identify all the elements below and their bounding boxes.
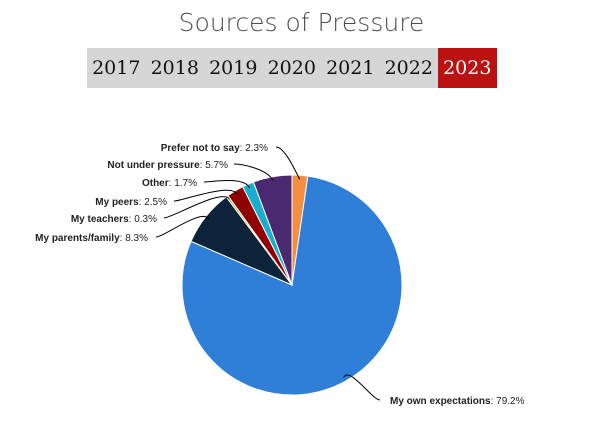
data-label-prefer-not-to-say: Prefer not to say: 2.3%: [161, 143, 268, 154]
pie-slice-not-under-pressure[interactable]: [252, 174, 293, 286]
year-tab-2019[interactable]: 2019: [209, 57, 258, 79]
year-tab-2018[interactable]: 2018: [150, 57, 199, 79]
data-label-my-peers: My peers: 2.5%: [95, 197, 167, 208]
connector-my-peers: [173, 189, 238, 202]
year-tab-2023[interactable]: 2023: [438, 48, 497, 88]
data-label-my-parents-family: My parents/family: 8.3%: [35, 233, 148, 244]
connector-not-under-pressure: [233, 163, 274, 181]
connector-my-teachers: [163, 196, 230, 219]
data-label-not-under-pressure: Not under pressure: 5.7%: [107, 160, 228, 171]
year-tab-2021[interactable]: 2021: [326, 57, 375, 79]
connector-my-parents-family: [155, 216, 210, 238]
data-label-other: Other: 1.7%: [142, 178, 197, 189]
year-tab-2017[interactable]: 2017: [92, 57, 141, 79]
connector-my-own-expectations: [343, 374, 381, 401]
data-label-my-own-expectations: My own expectations: 79.2%: [390, 396, 525, 407]
page-title: Sources of Pressure: [178, 8, 425, 37]
pie-slice-my-own-expectations[interactable]: [181, 175, 403, 396]
connector-prefer-not-to-say: [275, 146, 301, 180]
data-label-my-teachers: My teachers: 0.3%: [71, 214, 157, 225]
year-tab-2020[interactable]: 2020: [267, 57, 316, 79]
connector-other: [203, 179, 251, 189]
year-tab-2022[interactable]: 2022: [384, 57, 433, 79]
year-selector: 2017 2018 2019 2020 2021 2022 2023: [87, 48, 497, 88]
